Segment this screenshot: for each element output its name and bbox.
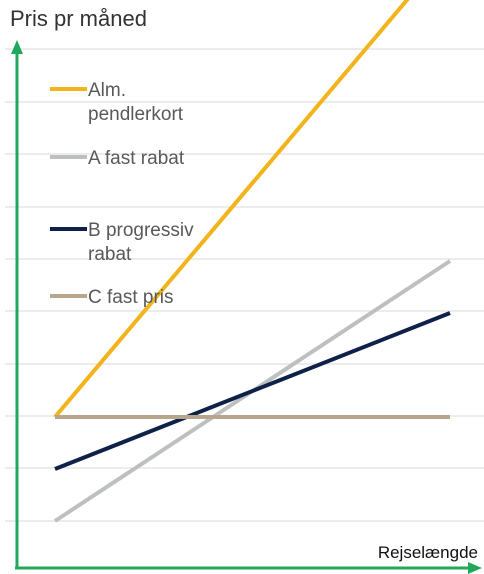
x-axis-arrowhead — [468, 562, 482, 574]
chart-title: Pris pr måned — [10, 6, 147, 31]
legend-label-0-1: pendlerkort — [88, 104, 184, 125]
legend-label-2-1: rabat — [88, 244, 132, 265]
legend-label-0-0: Alm. — [88, 80, 126, 101]
legend-label-2-0: B progressiv — [88, 220, 194, 241]
series-line-2 — [54, 311, 451, 471]
series-line-0 — [53, 0, 410, 419]
y-axis-arrowhead — [11, 40, 23, 54]
legend-label-1-0: A fast rabat — [88, 148, 185, 169]
x-axis-label: Rejselængde — [377, 543, 478, 562]
legend-label-3-0: C fast pris — [88, 287, 174, 308]
